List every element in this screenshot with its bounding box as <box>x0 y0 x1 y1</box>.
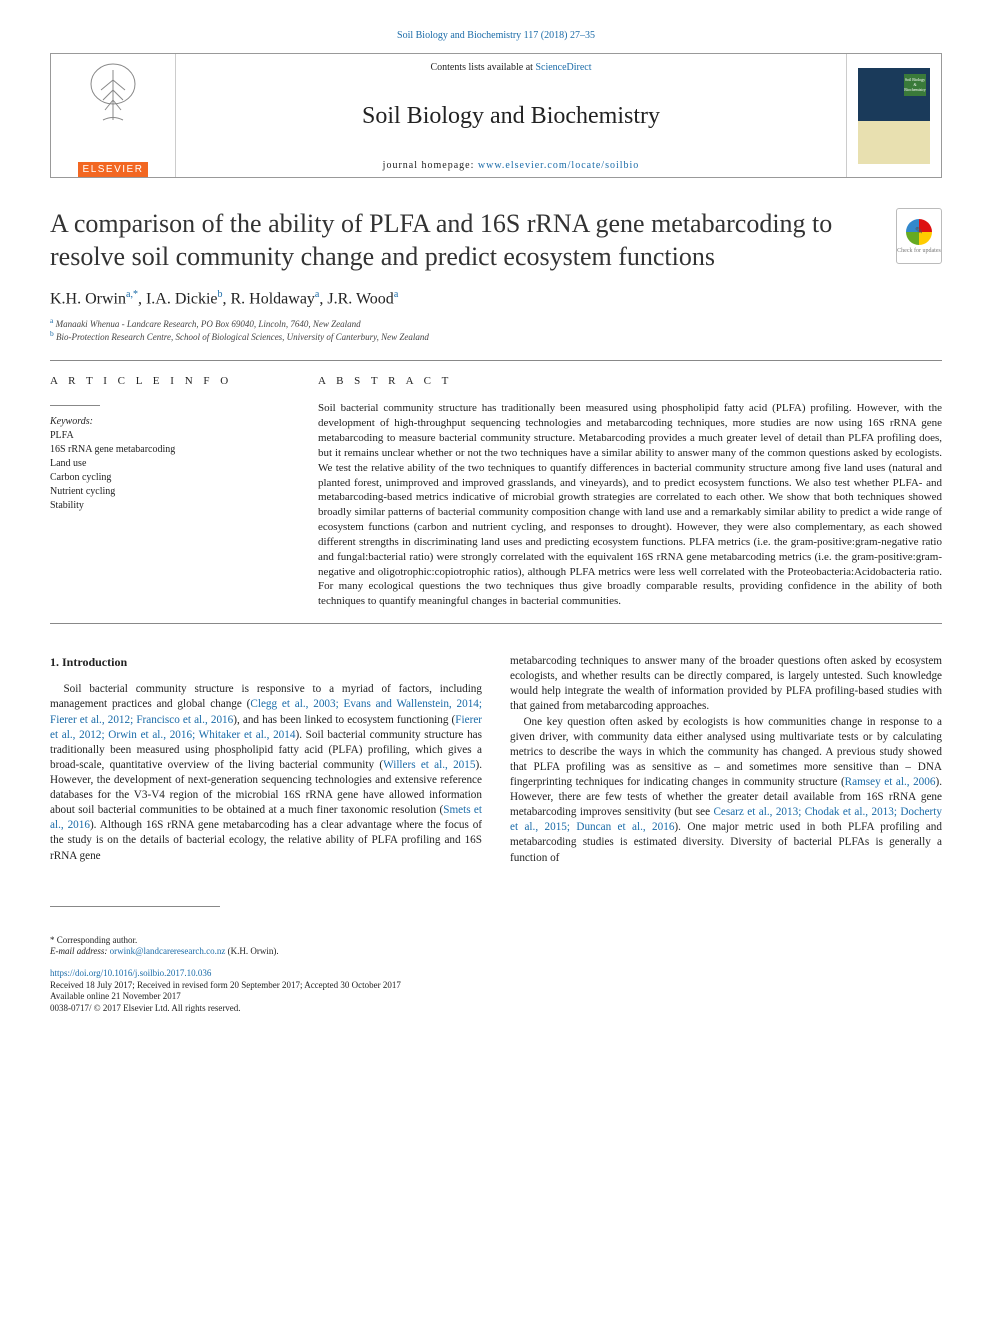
homepage-line: journal homepage: www.elsevier.com/locat… <box>186 160 836 171</box>
publisher-logo-block: ELSEVIER <box>51 54 176 177</box>
keyword: Stability <box>50 499 290 513</box>
author-mark: a,* <box>126 289 138 300</box>
author-mark: a <box>394 289 398 300</box>
body-col-left: 1. Introduction Soil bacterial community… <box>50 654 482 866</box>
text: ), and has been linked to ecosystem func… <box>233 714 455 726</box>
email-line: E-mail address: orwink@landcareresearch.… <box>50 946 942 958</box>
sciencedirect-link[interactable]: ScienceDirect <box>535 62 591 73</box>
article-info-column: A R T I C L E I N F O Keywords: PLFA16S … <box>50 375 290 609</box>
footnote-rule <box>50 906 220 907</box>
cover-badge: Soil Biology & Biochemistry <box>904 74 926 96</box>
keyword: Land use <box>50 457 290 471</box>
doi-link[interactable]: https://doi.org/10.1016/j.soilbio.2017.1… <box>50 968 211 978</box>
article-info-heading: A R T I C L E I N F O <box>50 375 290 387</box>
mini-rule <box>50 405 100 406</box>
article-title: A comparison of the ability of PLFA and … <box>50 208 884 273</box>
online-line: Available online 21 November 2017 <box>50 991 942 1003</box>
section-title: Introduction <box>62 655 127 669</box>
journal-cover-thumb: Soil Biology & Biochemistry <box>858 68 930 164</box>
author-mark: b <box>217 289 222 300</box>
citation-link[interactable]: Willers et al., 2015 <box>383 759 475 771</box>
crossmark-badge[interactable]: ✎ Check for updates <box>896 208 942 264</box>
contents-line: Contents lists available at ScienceDirec… <box>186 62 836 73</box>
section-number: 1. <box>50 655 59 669</box>
rule <box>50 360 942 361</box>
author: R. Holdaway <box>230 290 314 307</box>
text: ). Although 16S rRNA gene metabarcoding … <box>50 819 482 861</box>
email-label: E-mail address: <box>50 946 110 956</box>
keywords-label: Keywords: <box>50 416 290 427</box>
contents-prefix: Contents lists available at <box>430 62 535 73</box>
section-heading: 1. Introduction <box>50 654 482 670</box>
body-columns: 1. Introduction Soil bacterial community… <box>50 654 942 866</box>
elsevier-tree-icon <box>83 54 143 139</box>
received-line: Received 18 July 2017; Received in revis… <box>50 980 942 992</box>
keyword: PLFA <box>50 429 290 443</box>
body-paragraph: One key question often asked by ecologis… <box>510 715 942 866</box>
keywords-list: PLFA16S rRNA gene metabarcodingLand useC… <box>50 429 290 513</box>
corresponding-author: * Corresponding author. <box>50 935 942 947</box>
citation-link[interactable]: Ramsey et al., 2006 <box>845 776 936 788</box>
homepage-link[interactable]: www.elsevier.com/locate/soilbio <box>478 160 639 171</box>
journal-header-center: Contents lists available at ScienceDirec… <box>176 54 846 177</box>
keyword: Carbon cycling <box>50 471 290 485</box>
elsevier-wordmark: ELSEVIER <box>78 162 149 177</box>
email-person: (K.H. Orwin). <box>225 946 278 956</box>
journal-header: ELSEVIER Contents lists available at Sci… <box>50 53 942 178</box>
abstract-column: A B S T R A C T Soil bacterial community… <box>318 375 942 609</box>
rule <box>50 623 942 624</box>
cover-thumb-block: Soil Biology & Biochemistry <box>846 54 941 177</box>
body-paragraph: metabarcoding techniques to answer many … <box>510 654 942 714</box>
body-paragraph: Soil bacterial community structure is re… <box>50 682 482 863</box>
author: J.R. Wood <box>327 290 393 307</box>
homepage-prefix: journal homepage: <box>383 160 478 171</box>
crossmark-label: Check for updates <box>897 248 941 254</box>
author: I.A. Dickie <box>146 290 218 307</box>
journal-name: Soil Biology and Biochemistry <box>186 103 836 130</box>
affiliation: b Bio-Protection Research Centre, School… <box>50 329 942 342</box>
keyword: Nutrient cycling <box>50 485 290 499</box>
body-col-right: metabarcoding techniques to answer many … <box>510 654 942 866</box>
keyword: 16S rRNA gene metabarcoding <box>50 443 290 457</box>
affiliation: a Manaaki Whenua - Landcare Research, PO… <box>50 316 942 329</box>
abstract-heading: A B S T R A C T <box>318 375 942 387</box>
abstract-text: Soil bacterial community structure has t… <box>318 401 942 609</box>
running-head: Soil Biology and Biochemistry 117 (2018)… <box>50 30 942 41</box>
footer: * Corresponding author. E-mail address: … <box>50 929 942 1015</box>
crossmark-icon: ✎ <box>906 219 932 245</box>
author-mark: a <box>315 289 319 300</box>
author-list: K.H. Orwina,*, I.A. Dickieb, R. Holdaway… <box>50 289 942 308</box>
author: K.H. Orwin <box>50 290 126 307</box>
affiliations: a Manaaki Whenua - Landcare Research, PO… <box>50 316 942 342</box>
copyright-line: 0038-0717/ © 2017 Elsevier Ltd. All righ… <box>50 1003 942 1015</box>
email-link[interactable]: orwink@landcareresearch.co.nz <box>110 946 226 956</box>
